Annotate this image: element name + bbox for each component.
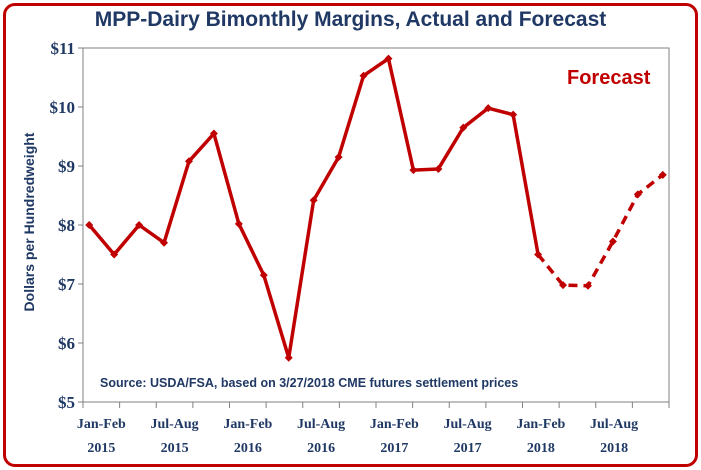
data-point-marker — [434, 164, 443, 173]
x-tick-label-year: 2016 — [234, 441, 262, 456]
data-point-marker — [160, 238, 169, 247]
data-point-marker — [459, 123, 468, 132]
data-point-marker — [384, 54, 393, 63]
data-point-marker — [309, 196, 318, 205]
y-axis-label: Dollars per Hundredweight — [21, 132, 37, 311]
data-point-marker — [534, 250, 543, 259]
forecast-series-line — [536, 173, 664, 288]
data-point-marker — [110, 250, 119, 259]
data-point-marker — [359, 71, 368, 80]
data-point-marker — [409, 166, 418, 175]
series-group — [85, 54, 667, 362]
x-tick-label-year: 2018 — [527, 441, 555, 456]
source-note: Source: USDA/FSA, based on 3/27/2018 CME… — [100, 376, 518, 390]
data-point-marker — [658, 170, 667, 179]
x-tick-label-year: 2017 — [380, 441, 408, 456]
data-point-marker — [259, 271, 268, 280]
data-point-marker — [85, 221, 94, 229]
actual-series-line — [87, 56, 540, 360]
forecast-annotation: Forecast — [567, 67, 651, 89]
x-tick-label: Jan-Feb — [370, 417, 419, 432]
data-point-marker — [484, 104, 493, 113]
data-point-marker — [184, 157, 193, 166]
x-tick-label-year: 2018 — [600, 441, 628, 456]
x-tick-label: Jul-Aug — [297, 417, 345, 432]
x-tick-label-year: 2015 — [161, 441, 189, 456]
y-tick-label: $6 — [58, 334, 75, 353]
y-tick-label: $7 — [58, 275, 76, 294]
data-point-marker — [509, 110, 518, 119]
x-tick-label: Jan-Feb — [516, 417, 565, 432]
x-tick-label: Jan-Feb — [77, 417, 126, 432]
y-tick-label: $8 — [58, 216, 75, 235]
data-point-marker — [135, 221, 144, 229]
data-point-marker — [583, 281, 592, 290]
data-point-marker — [334, 153, 343, 162]
x-tick-label: Jan-Feb — [223, 417, 272, 432]
y-axis-ticks: $5 $6 $7 $8 $9 $10 $11 — [50, 39, 83, 412]
y-tick-label: $9 — [58, 157, 75, 176]
y-tick-label: $10 — [50, 98, 76, 117]
x-axis-ticks: Jan-Feb 2015 Jul-Aug 2015 Jan-Feb 2016 Jul-Aug… — [77, 402, 670, 456]
data-point-marker — [234, 219, 243, 228]
data-point-marker — [209, 129, 218, 138]
data-point-marker — [633, 190, 642, 199]
x-tick-label: Jul-Aug — [590, 417, 638, 432]
data-point-marker — [284, 353, 293, 362]
x-tick-label: Jul-Aug — [443, 417, 491, 432]
y-tick-label: $11 — [50, 39, 75, 58]
data-point-marker — [608, 237, 617, 246]
chart-title: MPP-Dairy Bimonthly Margins, Actual and … — [94, 8, 607, 31]
chart-frame — [3, 3, 698, 467]
y-tick-label: $5 — [58, 393, 75, 412]
x-tick-label: Jul-Aug — [150, 417, 198, 432]
data-point-marker — [559, 281, 568, 290]
x-tick-label-year: 2015 — [87, 441, 115, 456]
x-tick-label-year: 2016 — [307, 441, 335, 456]
x-tick-label-year: 2017 — [454, 441, 482, 456]
